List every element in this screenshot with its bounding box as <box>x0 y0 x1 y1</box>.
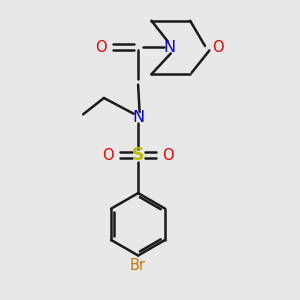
Text: O: O <box>163 148 174 163</box>
Text: N: N <box>163 40 176 55</box>
Text: O: O <box>102 148 114 163</box>
Text: S: S <box>132 146 144 164</box>
Text: O: O <box>212 40 224 55</box>
Text: O: O <box>95 40 107 55</box>
Text: N: N <box>132 110 144 125</box>
Text: Br: Br <box>130 258 146 273</box>
